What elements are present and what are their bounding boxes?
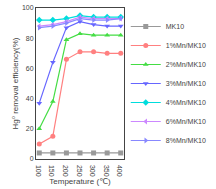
svg-text:0: 0 — [30, 155, 34, 162]
svg-text:2%Mn/MK10: 2%Mn/MK10 — [166, 61, 206, 68]
svg-text:300: 300 — [89, 165, 96, 177]
svg-text:200: 200 — [62, 165, 69, 177]
svg-text:4%Mn/MK10: 4%Mn/MK10 — [166, 99, 206, 106]
svg-text:100: 100 — [22, 4, 34, 11]
svg-text:MK10: MK10 — [166, 23, 184, 30]
svg-text:20: 20 — [26, 125, 34, 132]
svg-text:Temperature (℃): Temperature (℃) — [49, 177, 111, 186]
svg-text:40: 40 — [26, 95, 34, 102]
svg-text:60: 60 — [26, 65, 34, 72]
svg-text:80: 80 — [26, 35, 34, 42]
svg-text:150: 150 — [48, 165, 55, 177]
svg-text:8%Mn/MK10: 8%Mn/MK10 — [166, 137, 206, 144]
svg-text:Hg⁰ removal efficiency(%): Hg⁰ removal efficiency(%) — [11, 37, 20, 129]
svg-text:400: 400 — [116, 165, 123, 177]
svg-text:6%Mn/MK10: 6%Mn/MK10 — [166, 118, 206, 125]
svg-text:350: 350 — [103, 165, 110, 177]
svg-text:1%Mn/MK10: 1%Mn/MK10 — [166, 42, 206, 49]
svg-text:100: 100 — [35, 165, 42, 177]
svg-text:3%Mn/MK10: 3%Mn/MK10 — [166, 80, 206, 87]
svg-text:250: 250 — [76, 165, 83, 177]
